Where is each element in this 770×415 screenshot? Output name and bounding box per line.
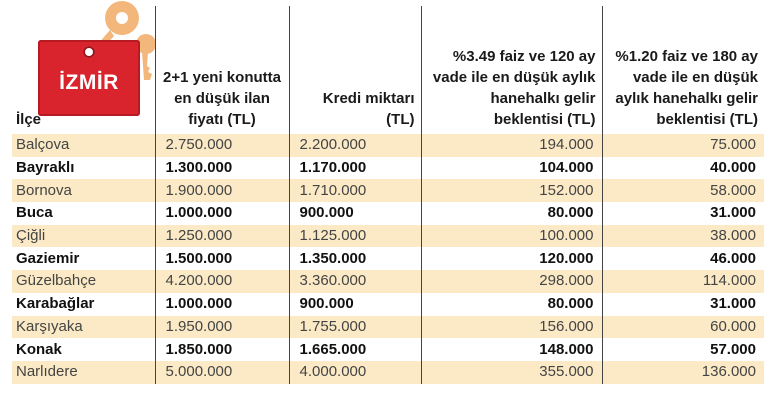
- cell-listing-price: 5.000.000: [154, 360, 289, 384]
- table-row: Güzelbahçe 4.200.000 3.360.000 298.000 114.0…: [12, 270, 764, 293]
- cell-income-120: 120.000: [420, 247, 602, 271]
- cell-income-180: 114.000: [601, 270, 764, 293]
- cell-loan-amount: 1.755.000: [288, 315, 421, 339]
- cell-income-180: 38.000: [601, 224, 764, 248]
- cell-income-180: 136.000: [601, 360, 764, 384]
- table-row: Balçova 2.750.000 2.200.000 194.000 75.000: [12, 134, 764, 157]
- cell-income-180: 58.000: [601, 179, 764, 203]
- cell-district: Bayraklı: [12, 156, 155, 180]
- cell-loan-amount: 1.170.000: [288, 156, 421, 180]
- cell-district: Konak: [12, 338, 155, 361]
- cell-loan-amount: 1.350.000: [288, 247, 421, 271]
- table-row: Çiğli 1.250.000 1.125.000 100.000 38.000: [12, 224, 764, 248]
- header-income-120: %3.49 faiz ve 120 ay vade ile en düşük a…: [420, 6, 602, 134]
- cell-income-120: 148.000: [420, 338, 602, 361]
- table-body: Balçova 2.750.000 2.200.000 194.000 75.000 Ba…: [12, 134, 764, 384]
- cell-income-180: 75.000: [601, 134, 764, 157]
- cell-loan-amount: 3.360.000: [288, 270, 421, 293]
- housing-table: İlçe 2+1 yeni konutta en düşük ilan fiya…: [12, 6, 764, 384]
- cell-loan-amount: 1.125.000: [288, 224, 421, 248]
- cell-income-120: 100.000: [420, 224, 602, 248]
- cell-income-120: 80.000: [420, 292, 602, 316]
- cell-income-180: 46.000: [601, 247, 764, 271]
- cell-district: Narlıdere: [12, 360, 155, 384]
- table-row: Karşıyaka 1.950.000 1.755.000 156.000 60.000: [12, 315, 764, 339]
- cell-loan-amount: 900.000: [288, 202, 421, 225]
- cell-listing-price: 1.000.000: [154, 292, 289, 316]
- cell-income-180: 60.000: [601, 315, 764, 339]
- cell-district: Güzelbahçe: [12, 270, 155, 293]
- cell-loan-amount: 1.665.000: [288, 338, 421, 361]
- cell-loan-amount: 2.200.000: [288, 134, 421, 157]
- cell-listing-price: 2.750.000: [154, 134, 289, 157]
- header-income-180: %1.20 faiz ve 180 ay vade ile en düşük a…: [601, 6, 764, 134]
- table-row: Karabağlar 1.000.000 900.000 80.000 31.000: [12, 292, 764, 316]
- city-tag: İZMİR: [38, 40, 140, 116]
- cell-listing-price: 1.000.000: [154, 202, 289, 225]
- cell-income-120: 298.000: [420, 270, 602, 293]
- cell-district: Balçova: [12, 134, 155, 157]
- tag-hole: [83, 46, 95, 58]
- table-row: Narlıdere 5.000.000 4.000.000 355.000 136.00…: [12, 360, 764, 384]
- cell-listing-price: 1.900.000: [154, 179, 289, 203]
- cell-income-120: 152.000: [420, 179, 602, 203]
- cell-income-120: 156.000: [420, 315, 602, 339]
- cell-district: Karabağlar: [12, 292, 155, 316]
- table-row: Buca 1.000.000 900.000 80.000 31.000: [12, 202, 764, 225]
- table-row: Konak 1.850.000 1.665.000 148.000 57.000: [12, 338, 764, 361]
- table-row: Bayraklı 1.300.000 1.170.000 104.000 40.000: [12, 156, 764, 180]
- cell-listing-price: 4.200.000: [154, 270, 289, 293]
- cell-listing-price: 1.300.000: [154, 156, 289, 180]
- table-row: Bornova 1.900.000 1.710.000 152.000 58.000: [12, 179, 764, 203]
- cell-income-180: 57.000: [601, 338, 764, 361]
- cell-listing-price: 1.850.000: [154, 338, 289, 361]
- header-listing-price: 2+1 yeni konutta en düşük ilan fiyatı (T…: [154, 6, 289, 134]
- cell-income-180: 31.000: [601, 202, 764, 225]
- cell-district: Çiğli: [12, 224, 155, 248]
- izmir-key-badge: İZMİR: [14, 0, 164, 116]
- cell-loan-amount: 900.000: [288, 292, 421, 316]
- cell-income-120: 194.000: [420, 134, 602, 157]
- cell-loan-amount: 4.000.000: [288, 360, 421, 384]
- cell-listing-price: 1.950.000: [154, 315, 289, 339]
- cell-district: Gaziemir: [12, 247, 155, 271]
- cell-district: Buca: [12, 202, 155, 225]
- table-row: Gaziemir 1.500.000 1.350.000 120.000 46.000: [12, 247, 764, 271]
- cell-income-120: 104.000: [420, 156, 602, 180]
- header-loan-amount: Kredi miktarı (TL): [288, 6, 421, 134]
- cell-income-120: 80.000: [420, 202, 602, 225]
- cell-income-180: 31.000: [601, 292, 764, 316]
- cell-income-180: 40.000: [601, 156, 764, 180]
- cell-loan-amount: 1.710.000: [288, 179, 421, 203]
- cell-district: Bornova: [12, 179, 155, 203]
- cell-district: Karşıyaka: [12, 315, 155, 339]
- cell-listing-price: 1.250.000: [154, 224, 289, 248]
- cell-listing-price: 1.500.000: [154, 247, 289, 271]
- cell-income-120: 355.000: [420, 360, 602, 384]
- header-row: İlçe 2+1 yeni konutta en düşük ilan fiya…: [12, 6, 764, 134]
- header-district: İlçe: [16, 111, 42, 128]
- city-tag-label: İZMİR: [59, 71, 119, 94]
